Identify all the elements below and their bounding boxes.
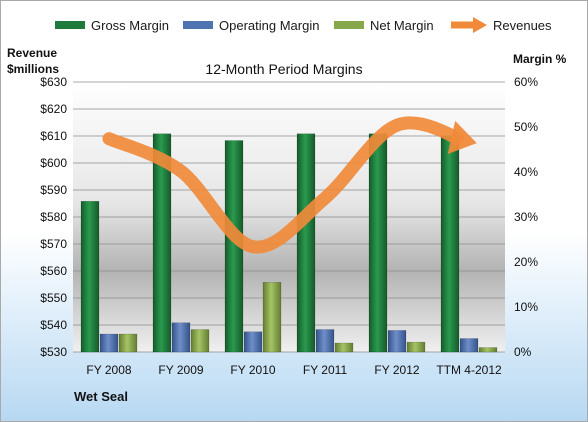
right-axis-title: Margin % bbox=[513, 52, 567, 66]
right-tick-label: 40% bbox=[514, 165, 538, 179]
legend: Gross Margin Operating Margin Net Margin… bbox=[1, 14, 587, 36]
legend-swatch-gross-margin bbox=[55, 21, 85, 29]
right-tick-label: 30% bbox=[514, 210, 538, 224]
category-label: FY 2009 bbox=[158, 363, 203, 377]
legend-item-revenues: Revenues bbox=[449, 14, 552, 36]
operating-margin-bar bbox=[315, 329, 335, 353]
gross-margin-bar bbox=[80, 201, 100, 353]
legend-label-operating-margin: Operating Margin bbox=[219, 17, 320, 33]
category-label: FY 2012 bbox=[374, 363, 419, 377]
left-tick-label: $600 bbox=[40, 156, 67, 170]
net-margin-bar bbox=[118, 333, 138, 353]
legend-swatch-operating-margin bbox=[183, 21, 213, 29]
left-tick-label: $560 bbox=[40, 264, 67, 278]
net-margin-bar bbox=[478, 347, 498, 353]
left-tick-label: $550 bbox=[40, 291, 67, 305]
left-tick-label: $620 bbox=[40, 102, 67, 116]
legend-label-net-margin: Net Margin bbox=[370, 17, 434, 33]
left-axis-title-line2: $millions bbox=[7, 62, 60, 76]
net-margin-bar bbox=[190, 329, 210, 353]
operating-margin-bar bbox=[459, 338, 479, 353]
gridlines bbox=[73, 81, 505, 353]
left-axis-title-line1: Revenue bbox=[7, 46, 58, 60]
net-margin-bar bbox=[262, 282, 282, 353]
left-axis-title: Revenue $millions bbox=[7, 45, 59, 77]
operating-margin-bar bbox=[99, 333, 119, 353]
company-label: Wet Seal bbox=[74, 389, 128, 404]
legend-arrow-icon bbox=[451, 17, 487, 33]
category-label: TTM 4-2012 bbox=[436, 363, 502, 377]
tick-labels: $530 $540 $550 $560 $570 $580 $590 $600 $610 $620… bbox=[40, 75, 538, 377]
revenue-line-path bbox=[102, 116, 464, 254]
operating-margin-bar bbox=[387, 330, 407, 353]
right-tick-label: 10% bbox=[514, 300, 538, 314]
net-margin-bar bbox=[406, 341, 426, 353]
left-tick-label: $630 bbox=[40, 75, 67, 89]
chart-title: 12-Month Period Margins bbox=[205, 61, 362, 77]
right-tick-label: 50% bbox=[514, 120, 538, 134]
category-label: FY 2011 bbox=[303, 363, 348, 377]
gross-margin-bar bbox=[296, 133, 316, 353]
legend-swatch-net-margin bbox=[334, 21, 364, 29]
left-tick-label: $590 bbox=[40, 183, 67, 197]
category-label: FY 2010 bbox=[230, 363, 275, 377]
left-tick-label: $530 bbox=[40, 345, 67, 359]
right-tick-label: 20% bbox=[514, 255, 538, 269]
left-tick-label: $540 bbox=[40, 318, 67, 332]
legend-item-operating-margin: Operating Margin bbox=[183, 14, 319, 36]
legend-item-gross-margin: Gross Margin bbox=[55, 14, 169, 36]
legend-label-gross-margin: Gross Margin bbox=[91, 17, 170, 33]
category-label: FY 2008 bbox=[86, 363, 131, 377]
left-tick-label: $570 bbox=[40, 237, 67, 251]
revenue-arrowhead bbox=[447, 120, 477, 155]
left-tick-label: $610 bbox=[40, 129, 67, 143]
gross-margin-bar bbox=[152, 133, 172, 353]
legend-item-net-margin: Net Margin bbox=[334, 14, 434, 36]
gross-margin-bar bbox=[440, 135, 460, 353]
net-margin-bar bbox=[334, 342, 354, 353]
operating-margin-bar bbox=[171, 322, 191, 353]
gross-margin-bar bbox=[368, 133, 388, 353]
right-tick-label: 60% bbox=[514, 75, 538, 89]
legend-label-revenues: Revenues bbox=[493, 17, 552, 33]
revenue-line bbox=[102, 116, 477, 254]
left-tick-label: $580 bbox=[40, 210, 67, 224]
operating-margin-bar bbox=[243, 331, 263, 353]
right-tick-label: 0% bbox=[514, 345, 532, 359]
bars bbox=[80, 133, 498, 353]
